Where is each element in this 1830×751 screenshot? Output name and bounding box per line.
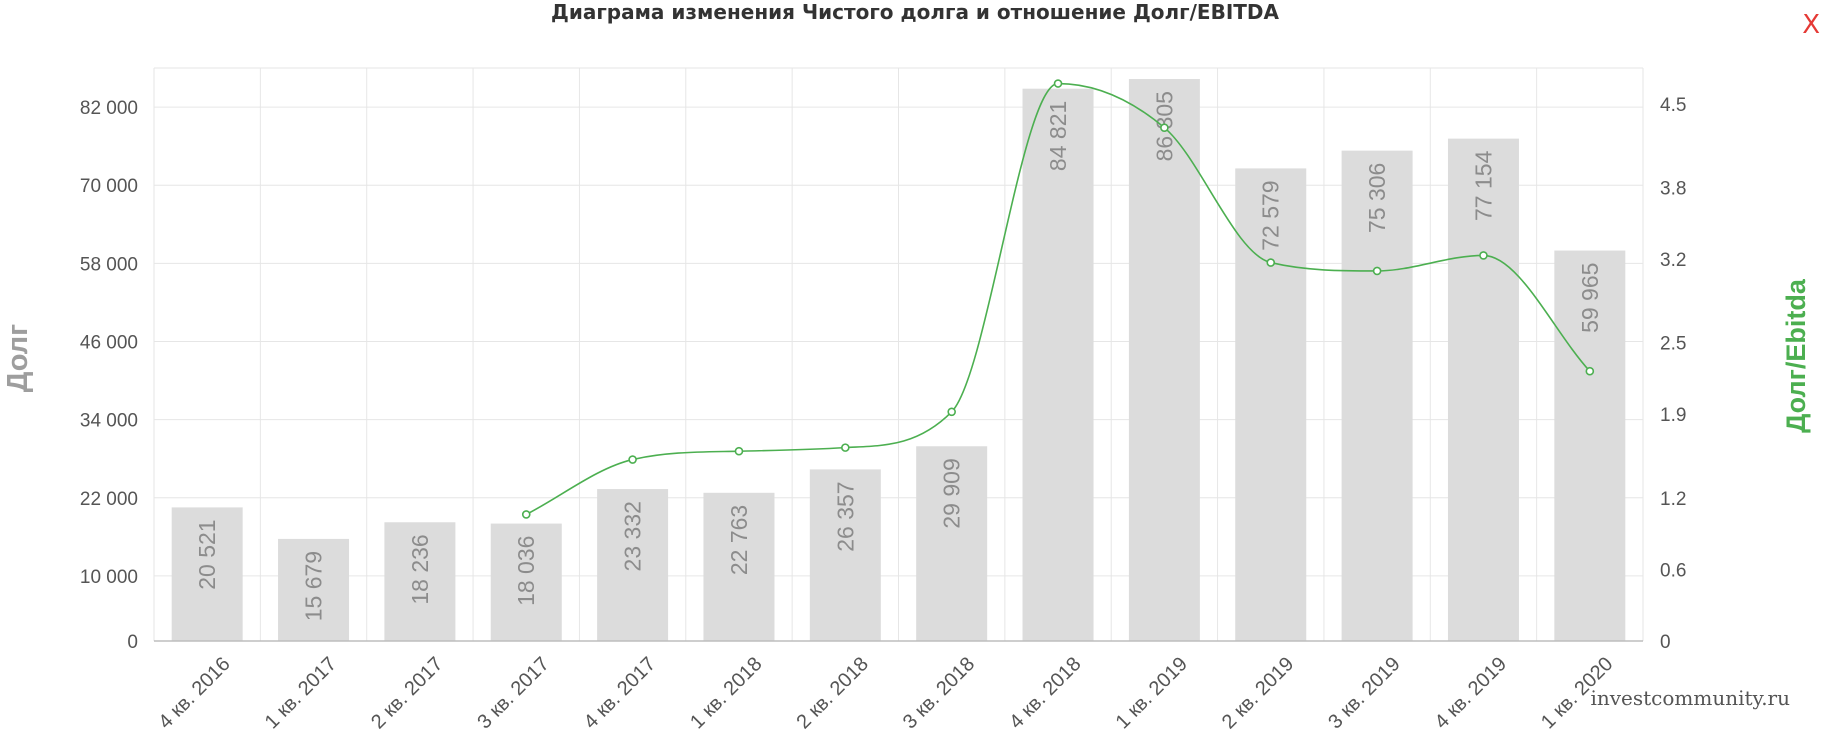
bar — [490, 523, 562, 641]
bar — [384, 522, 456, 641]
y-tick-right: 1.2 — [1660, 489, 1686, 510]
bar-label: 26 357 — [832, 481, 858, 551]
x-tick-label: 2 кв. 2018 — [792, 653, 872, 733]
bar — [1022, 88, 1094, 641]
y-axis-title-left: Долг — [2, 324, 34, 393]
x-tick-label: 1 кв. 2017 — [261, 653, 341, 733]
line-point — [734, 446, 744, 456]
y-tick-left: 34 000 — [80, 411, 138, 432]
line-point — [1266, 258, 1276, 267]
x-tick-label: 4 кв. 2018 — [1005, 653, 1085, 733]
bar — [278, 538, 350, 641]
y-tick-right: 0 — [1660, 632, 1671, 653]
y-tick-left: 70 000 — [80, 176, 138, 197]
y-tick-right: 3.8 — [1660, 178, 1686, 199]
y-tick-right: 4.5 — [1660, 95, 1686, 116]
line-point — [1160, 123, 1169, 132]
x-tick-label: 1 кв. 2018 — [686, 653, 766, 733]
bar — [916, 446, 988, 641]
x-tick-label: 4 кв. 2016 — [154, 653, 234, 733]
line-point — [628, 455, 637, 464]
y-tick-right: 0.6 — [1660, 560, 1686, 581]
bar-label: 20 521 — [194, 519, 220, 589]
y-tick-right: 3.2 — [1660, 250, 1686, 271]
y-tick-left: 46 000 — [80, 332, 138, 353]
chart-title: Диаграма изменения Чистого долга и отнош… — [551, 0, 1279, 24]
y-tick-left: 10 000 — [80, 567, 138, 588]
bar — [597, 489, 669, 641]
bar-label: 72 579 — [1258, 180, 1284, 250]
x-tick-label: 2 кв. 2019 — [1218, 653, 1298, 733]
y-tick-left: 82 000 — [80, 98, 138, 119]
bar — [1447, 138, 1519, 641]
x-tick-label: 1 кв. 2019 — [1112, 653, 1192, 733]
bar — [809, 469, 881, 641]
line-point — [841, 443, 850, 452]
bar-label: 18 036 — [513, 536, 539, 606]
bar-label: 18 236 — [407, 534, 433, 604]
close-button[interactable]: X — [1802, 10, 1820, 40]
y-tick-right: 2.5 — [1660, 334, 1686, 355]
bar — [1128, 79, 1200, 642]
bar-label: 77 154 — [1470, 150, 1496, 221]
line-point — [947, 407, 956, 417]
x-tick-label: 4 кв. 2019 — [1431, 653, 1511, 733]
x-tick-label: 3 кв. 2018 — [899, 653, 979, 733]
y-tick-left: 22 000 — [80, 489, 138, 510]
x-tick-label: 3 кв. 2019 — [1324, 653, 1404, 733]
bar — [703, 492, 775, 641]
series-line — [525, 82, 1591, 516]
bar-label: 15 679 — [301, 551, 327, 621]
y-axis-title-right: Долг/Ebitda — [1781, 278, 1811, 433]
bar-label: 84 821 — [1045, 101, 1071, 171]
y-tick-left: 58 000 — [80, 254, 138, 275]
x-tick-label: 4 кв. 2017 — [580, 653, 660, 733]
bar — [1235, 168, 1307, 641]
bar — [1341, 150, 1413, 641]
line-point — [1585, 366, 1595, 376]
line-point — [1479, 251, 1488, 260]
line-point — [1053, 79, 1063, 88]
bar-label: 75 306 — [1364, 163, 1390, 233]
y-tick-left: 0 — [127, 632, 138, 653]
bar-label: 23 332 — [620, 501, 646, 571]
bar — [1554, 250, 1626, 641]
x-tick-label: 2 кв. 2017 — [367, 653, 447, 733]
bar-label: 22 763 — [726, 505, 752, 575]
x-tick-label: 3 кв. 2017 — [473, 653, 553, 733]
bar — [171, 507, 243, 641]
line-point — [521, 510, 531, 519]
watermark: investcommunity.ru — [1590, 686, 1790, 710]
bar-label: 29 909 — [939, 458, 965, 528]
bar-label: 59 965 — [1577, 263, 1603, 333]
line-point — [1372, 266, 1382, 276]
y-tick-right: 1.9 — [1660, 405, 1686, 426]
